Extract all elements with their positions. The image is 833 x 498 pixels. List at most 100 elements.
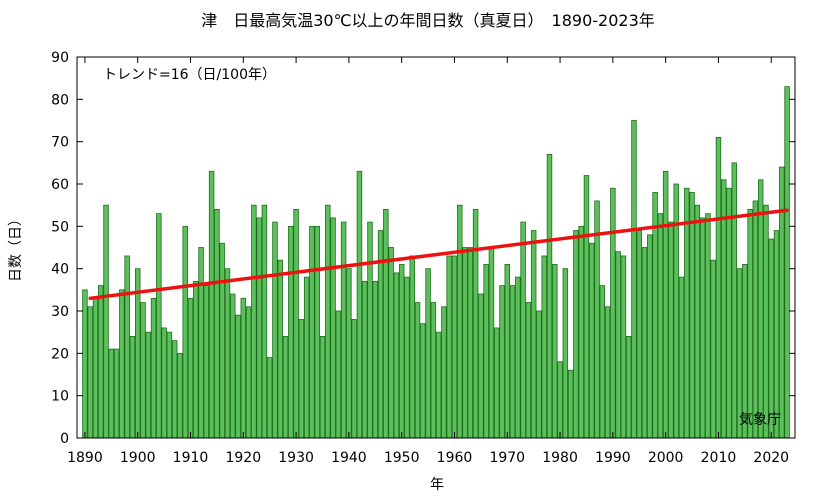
bar-1974 [525, 302, 532, 439]
y-tick-label: 80 [51, 92, 69, 108]
bar-1985 [583, 175, 590, 439]
bar-1934 [314, 225, 320, 439]
bar-1901 [140, 302, 146, 439]
bar-1914 [208, 170, 215, 439]
bar-1975 [530, 230, 537, 439]
bar-1997 [647, 234, 653, 439]
bar-1949 [393, 272, 400, 439]
bar-2000 [662, 170, 669, 439]
bar-1977 [541, 255, 547, 439]
bar-1993 [625, 335, 632, 439]
bar-1894 [103, 204, 109, 439]
bar-1943 [362, 280, 368, 439]
bar-1990 [610, 187, 616, 439]
bar-1962 [462, 247, 468, 439]
trend-annotation: トレンド=16（日/100年） [103, 67, 276, 83]
y-axis-label: 日数（日） [8, 212, 24, 282]
bar-1956 [430, 302, 437, 439]
x-tick-label: 1920 [225, 450, 261, 466]
bar-1891 [87, 306, 93, 439]
bar-1982 [567, 369, 574, 439]
bar-2020 [768, 238, 774, 439]
bar-1923 [256, 217, 262, 439]
bar-1970 [504, 264, 511, 439]
bar-1902 [145, 331, 151, 439]
bar-1933 [309, 225, 315, 439]
bar-1999 [657, 213, 664, 439]
bar-1895 [108, 348, 115, 439]
bar-1961 [457, 204, 463, 439]
x-tick-label: 1900 [120, 450, 156, 466]
bar-1980 [557, 361, 563, 439]
bar-2010 [715, 137, 722, 439]
bar-1930 [293, 208, 299, 439]
bar-1976 [536, 310, 542, 439]
bar-1892 [92, 297, 99, 439]
bar-1919 [235, 314, 241, 439]
bar-1966 [483, 264, 489, 439]
bar-1936 [325, 204, 331, 439]
bar-2018 [757, 179, 764, 439]
bar-1925 [266, 357, 273, 439]
bar-1988 [599, 285, 606, 439]
bar-1926 [272, 221, 278, 439]
bar-1983 [573, 230, 579, 439]
bar-1986 [589, 242, 595, 439]
y-tick-label: 30 [51, 304, 69, 320]
bar-1968 [493, 327, 500, 439]
bar-1973 [520, 221, 526, 439]
x-tick-label: 1910 [173, 450, 209, 466]
bar-1898 [124, 255, 130, 439]
bar-2017 [752, 200, 759, 439]
bar-2006 [694, 204, 701, 439]
credit-label: 気象庁 [739, 412, 781, 428]
bar-1931 [298, 319, 305, 439]
x-tick-label: 2010 [701, 450, 737, 466]
bar-1958 [441, 306, 447, 439]
bar-1899 [129, 335, 136, 439]
bar-2016 [747, 208, 753, 439]
bar-1959 [446, 255, 452, 439]
bar-1922 [251, 204, 257, 439]
y-tick-label: 70 [51, 135, 69, 151]
x-tick-label: 2020 [753, 450, 789, 466]
x-tick-label: 1960 [437, 450, 473, 466]
bar-1920 [240, 297, 247, 439]
bar-1964 [472, 208, 479, 439]
bar-1953 [414, 302, 421, 439]
bar-1935 [319, 335, 326, 439]
bar-1939 [340, 221, 347, 439]
bar-1941 [351, 319, 357, 439]
x-tick-label: 1950 [384, 450, 420, 466]
bar-1979 [552, 264, 558, 439]
bar-1954 [420, 323, 426, 439]
bar-1942 [356, 170, 363, 439]
bar-2012 [726, 187, 732, 439]
bar-2023 [784, 86, 790, 439]
bar-1971 [509, 285, 516, 439]
x-tick-label: 1990 [595, 450, 631, 466]
bar-1967 [488, 247, 495, 439]
x-tick-label: 1970 [489, 450, 525, 466]
y-tick-label: 10 [51, 389, 69, 405]
x-axis: 1890 1900 1910 1920 1930 1940 1950 1960 1970 1980… [67, 57, 789, 466]
bar-2019 [763, 204, 769, 439]
y-tick-label: 20 [51, 346, 69, 362]
x-tick-label: 1890 [67, 450, 103, 466]
bar-2009 [710, 259, 716, 439]
bar-1937 [330, 217, 336, 439]
y-axis: 0 10 20 30 40 50 60 70 80 90 [51, 50, 795, 447]
bar-1927 [277, 259, 283, 439]
bar-1911 [193, 280, 199, 439]
y-tick-label: 90 [51, 50, 69, 66]
bar-2003 [678, 276, 685, 439]
bar-1908 [177, 352, 183, 439]
bar-1932 [303, 276, 310, 439]
x-tick-label: 1930 [278, 450, 314, 466]
bar-1989 [604, 306, 611, 439]
bar-1906 [166, 331, 173, 439]
bar-1981 [562, 268, 569, 439]
bar-1963 [467, 247, 474, 439]
bar-1945 [372, 280, 379, 439]
